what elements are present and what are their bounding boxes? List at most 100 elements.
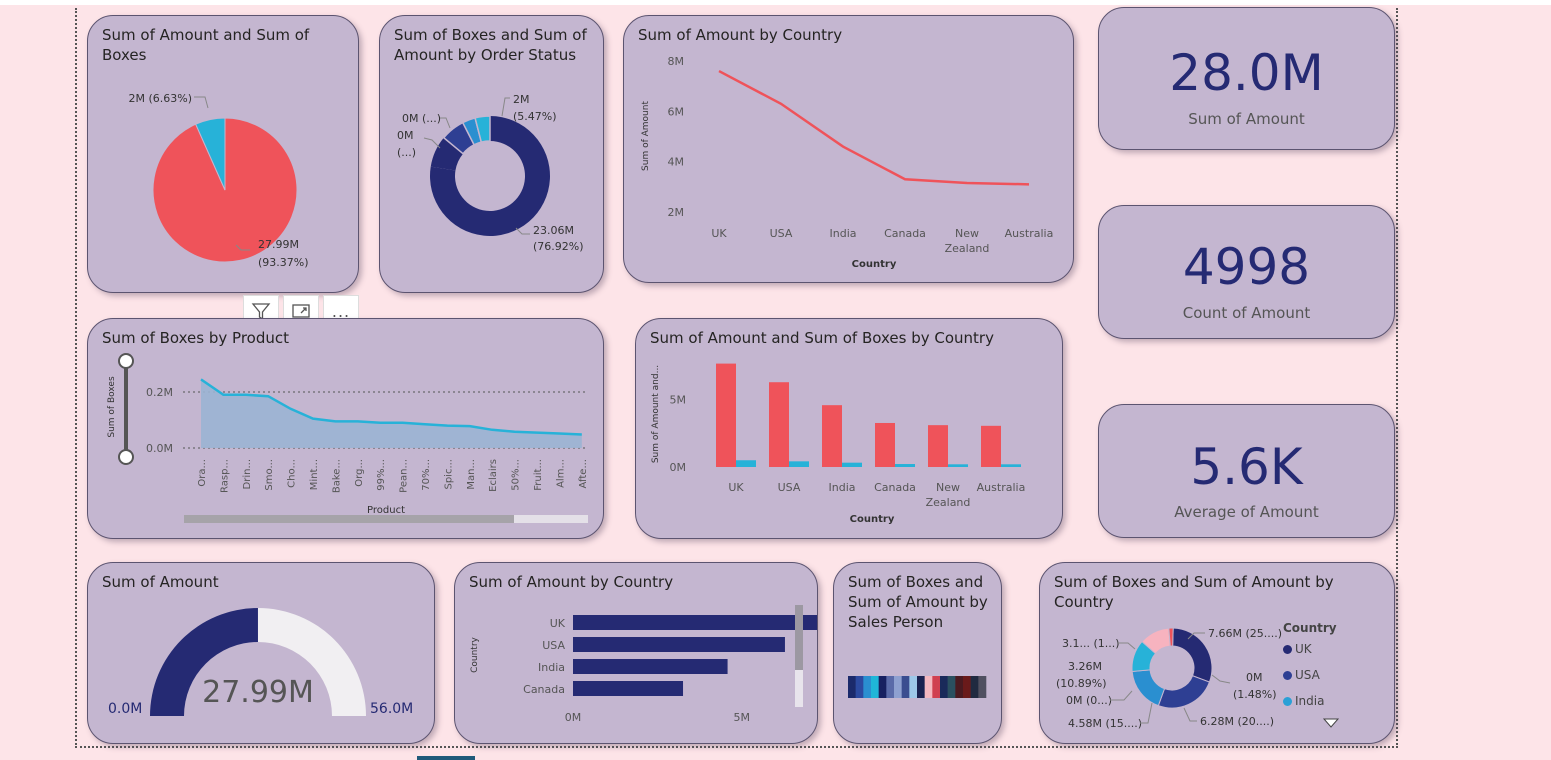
bar-boxes (948, 464, 968, 467)
line-chart-card[interactable]: Sum of Amount by Country 8M 6M 4M 2M UK USA In… (623, 15, 1074, 283)
donut-status-card[interactable]: Sum of Boxes and Sum of Amount by Order … (379, 15, 604, 293)
x-tick-label: India (830, 227, 857, 240)
horizontal-bar-chart[interactable]: UK USA India Canada 0M 5M Country (455, 563, 818, 744)
data-label: 3.1... (1...) (1062, 637, 1120, 650)
y-axis-title: Sum of Amount (641, 101, 651, 171)
page-tab-active[interactable] (417, 756, 475, 760)
donut-country-card[interactable]: Sum of Boxes and Sum of Amount by Countr… (1039, 562, 1395, 744)
gauge-card[interactable]: Sum of Amount 27.99M 0.0M 56.0M (87, 562, 435, 744)
leader-line (440, 117, 451, 129)
salesperson-cell (871, 676, 879, 698)
y-tick-label: 5M (670, 394, 687, 407)
card-title: Sum of Boxes by Product (102, 329, 289, 347)
x-tick-label: Canada (874, 481, 916, 494)
y-axis-title: Sum of Amount and... (651, 365, 661, 463)
kpi-value: 5.6K (1190, 438, 1303, 496)
y-tick-label: 0M (670, 461, 687, 474)
legend-scroll-down-icon[interactable] (1322, 718, 1340, 728)
x-axis-title: Country (852, 259, 897, 270)
salesperson-cell (848, 676, 856, 698)
y-tick-label: Canada (523, 683, 565, 696)
data-label: 2M (513, 93, 530, 106)
x-tick-label: Bake... (331, 459, 342, 493)
x-tick-label: Pean... (399, 459, 410, 493)
y-tick-label: 4M (668, 156, 685, 169)
donut-segment-main (430, 116, 550, 236)
legend-item-uk[interactable]: UK (1283, 642, 1312, 656)
card-title: Sum of Amount by Country (638, 26, 843, 44)
gauge-chart[interactable] (88, 563, 435, 744)
line-series (718, 69, 1030, 186)
x-tick-label: Zealand (926, 496, 971, 509)
donut-segment-australia (1168, 627, 1174, 647)
pie-chart[interactable]: 2M (6.63%) 27.99M (93.37%) (88, 16, 359, 293)
data-label: 23.06M (533, 224, 574, 237)
kpi-card-average-amount[interactable]: 5.6K Average of Amount (1098, 404, 1395, 538)
y-tick-label: USA (542, 639, 565, 652)
legend-item-india[interactable]: India (1283, 694, 1324, 708)
y-axis-title: Country (470, 636, 480, 672)
pie-chart-card[interactable]: Sum of Amount and Sum of Boxes 2M (6.63%… (87, 15, 359, 293)
x-axis-title: Product (367, 505, 405, 516)
y-axis-title: Sum of Boxes (107, 376, 117, 438)
area-chart-card[interactable]: Sum of Boxes by Product 0.2M 0.0M Ora... Ra… (87, 318, 604, 539)
salesperson-cell (894, 676, 902, 698)
donut-chart[interactable]: 3.1... (1...) 3.26M (10.89%) 0M (0...) 4.58M… (1040, 563, 1395, 744)
x-tick-label: India (829, 481, 856, 494)
data-label: (5.47%) (513, 110, 557, 123)
area-chart[interactable]: 0.2M 0.0M Ora... Rasp... Drin... Smo... Cho...… (88, 319, 604, 539)
kpi-label: Average of Amount (1174, 503, 1319, 521)
legend-label: India (1295, 694, 1325, 708)
salesperson-cell (878, 676, 887, 698)
clustered-bar-card[interactable]: Sum of Amount and Sum of Boxes by Countr… (635, 318, 1063, 539)
legend-dot (1283, 670, 1292, 680)
gauge-value: 27.99M (202, 675, 314, 710)
kpi-value: 4998 (1182, 238, 1311, 296)
x-tick-label: Rasp... (219, 459, 230, 493)
x-tick-label: Eclairs (488, 459, 499, 492)
legend-item-usa[interactable]: USA (1283, 668, 1320, 682)
x-tick-label: Afte... (578, 459, 589, 488)
page-tabs-strip (75, 756, 475, 760)
kpi-card-count-amount[interactable]: 4998 Count of Amount (1098, 205, 1395, 339)
scrollbar-thumb[interactable] (795, 605, 803, 670)
x-tick-label: UK (711, 227, 727, 240)
line-chart[interactable]: 8M 6M 4M 2M UK USA India Canada New Zealand Austra… (624, 16, 1074, 283)
x-tick-label: Man... (466, 459, 477, 490)
salesperson-cell (978, 676, 987, 698)
kpi-card-sum-amount[interactable]: 28.0M Sum of Amount (1098, 7, 1395, 150)
data-label: (76.92%) (533, 240, 584, 253)
x-tick-label: Fruit... (533, 459, 544, 491)
data-label: 0M (397, 129, 414, 142)
donut-segment-main-2 (430, 137, 464, 171)
clustered-bar-chart[interactable]: 5M 0M UK USA India Canada New Zealand Australia C… (636, 319, 1063, 539)
bar-boxes (842, 462, 862, 467)
salesperson-card[interactable]: Sum of Boxes and Sum of Amount by Sales … (833, 562, 1002, 744)
focus-mode-icon (292, 304, 310, 318)
x-tick-label: New (955, 227, 979, 240)
x-tick-label: Spic... (443, 459, 454, 490)
salesperson-cell (963, 676, 971, 698)
donut-chart[interactable]: 0M (...) 0M (...) 2M (5.47%) 23.06M (76.92%) (380, 16, 604, 293)
data-label: 7.66M (25....) (1208, 627, 1282, 640)
kpi-value: 28.0M (1169, 44, 1324, 102)
kpi-label: Count of Amount (1182, 304, 1311, 322)
card-title: Sum of Boxes and Sum of Amount by Order … (394, 26, 587, 64)
x-tick-label: USA (778, 481, 801, 494)
salesperson-cell (947, 676, 956, 698)
y-tick-label: 0.0M (146, 442, 173, 455)
data-label: 0M (0...) (1066, 694, 1112, 707)
salesperson-cell (970, 676, 979, 698)
donut-segment-usa (1157, 675, 1211, 709)
data-label: 4.58M (15....) (1068, 717, 1142, 730)
salesperson-cell (855, 676, 864, 698)
leader-line (194, 96, 209, 109)
scrollbar-thumb (184, 515, 514, 523)
x-tick-label: Drin... (242, 459, 253, 489)
x-tick-label: Australia (977, 481, 1026, 494)
salesperson-chart[interactable] (834, 563, 1002, 744)
leader-line (1211, 674, 1231, 684)
leader-line (1140, 702, 1153, 724)
horizontal-bar-card[interactable]: Sum of Amount by Country UK USA India Canad… (454, 562, 818, 744)
hbar (573, 637, 785, 652)
